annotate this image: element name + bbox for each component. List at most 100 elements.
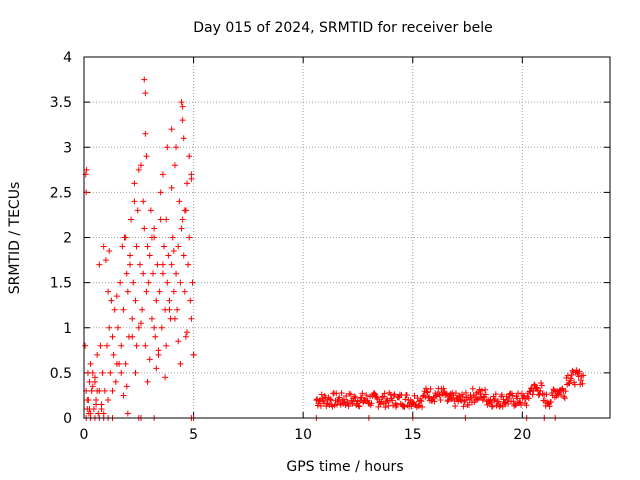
data-point <box>153 365 160 372</box>
data-point <box>580 372 587 379</box>
data-point <box>94 351 101 358</box>
data-point <box>403 391 410 398</box>
data-point <box>436 392 443 399</box>
data-point <box>157 216 164 223</box>
data-point <box>426 393 433 400</box>
data-point <box>340 396 347 403</box>
data-point <box>110 351 117 358</box>
data-point <box>177 279 184 286</box>
data-point <box>380 393 387 400</box>
data-point <box>119 243 126 250</box>
y-tick-label: 4 <box>63 50 72 66</box>
data-point <box>479 387 486 394</box>
data-point <box>171 162 178 169</box>
data-point <box>141 225 148 232</box>
data-point <box>108 297 115 304</box>
data-point <box>106 248 113 255</box>
data-point <box>169 234 176 241</box>
x-tick-label: 20 <box>513 427 531 443</box>
data-point <box>86 378 93 385</box>
data-point <box>166 306 173 313</box>
data-points <box>82 76 587 421</box>
data-point <box>87 360 94 367</box>
data-point <box>373 394 380 401</box>
data-point <box>129 315 136 322</box>
data-point <box>402 396 409 403</box>
data-point <box>527 388 534 395</box>
data-point <box>465 401 472 408</box>
data-point <box>131 180 138 187</box>
data-point <box>88 387 95 394</box>
data-point <box>499 403 506 410</box>
data-point <box>139 306 146 313</box>
data-point <box>144 378 151 385</box>
data-point <box>122 234 129 241</box>
data-point <box>112 378 119 385</box>
data-point <box>440 385 447 392</box>
data-point <box>186 153 193 160</box>
data-point <box>140 270 147 277</box>
data-point <box>144 243 151 250</box>
data-point <box>505 400 512 407</box>
data-point <box>514 395 521 402</box>
data-point <box>418 398 425 405</box>
data-point <box>558 392 565 399</box>
data-point <box>186 234 193 241</box>
data-point <box>495 398 502 405</box>
data-point <box>184 329 191 336</box>
data-point <box>84 396 91 403</box>
data-point <box>180 252 187 259</box>
data-point <box>152 333 159 340</box>
data-point <box>154 261 161 268</box>
data-point <box>491 397 498 404</box>
x-axis-title: GPS time / hours <box>286 459 403 475</box>
data-point <box>142 130 149 137</box>
data-point <box>140 198 147 205</box>
data-point <box>166 297 173 304</box>
data-point <box>487 396 494 403</box>
data-point <box>460 403 467 410</box>
data-point <box>164 144 171 151</box>
data-point <box>561 395 568 402</box>
data-point <box>336 394 343 401</box>
data-point <box>105 288 112 295</box>
data-point <box>188 315 195 322</box>
data-point <box>509 392 516 399</box>
data-point <box>170 248 177 255</box>
data-point <box>133 342 140 349</box>
data-point <box>132 297 139 304</box>
data-point <box>327 397 334 404</box>
data-point <box>143 288 150 295</box>
data-point <box>174 306 181 313</box>
data-point <box>427 386 434 393</box>
y-tick-label: 2 <box>63 231 72 247</box>
data-point <box>150 270 157 277</box>
data-point <box>127 252 134 259</box>
data-point <box>178 225 185 232</box>
data-point <box>142 90 149 97</box>
data-point <box>109 387 116 394</box>
data-point <box>123 383 130 390</box>
data-point <box>338 389 345 396</box>
data-point <box>363 392 370 399</box>
data-point <box>95 410 102 417</box>
data-point <box>153 297 160 304</box>
data-point <box>562 388 569 395</box>
data-point <box>368 400 375 407</box>
data-point <box>86 405 93 412</box>
data-point <box>159 261 166 268</box>
data-point <box>98 405 105 412</box>
data-point <box>124 288 131 295</box>
data-point <box>151 324 158 331</box>
data-point <box>89 383 96 390</box>
data-point <box>379 394 386 401</box>
data-point <box>461 398 468 405</box>
data-point <box>317 403 324 410</box>
data-point <box>424 389 431 396</box>
data-point <box>419 404 426 411</box>
data-point <box>327 396 334 403</box>
data-point <box>163 342 170 349</box>
data-point <box>131 198 138 205</box>
data-point <box>543 391 550 398</box>
data-point <box>512 402 519 409</box>
